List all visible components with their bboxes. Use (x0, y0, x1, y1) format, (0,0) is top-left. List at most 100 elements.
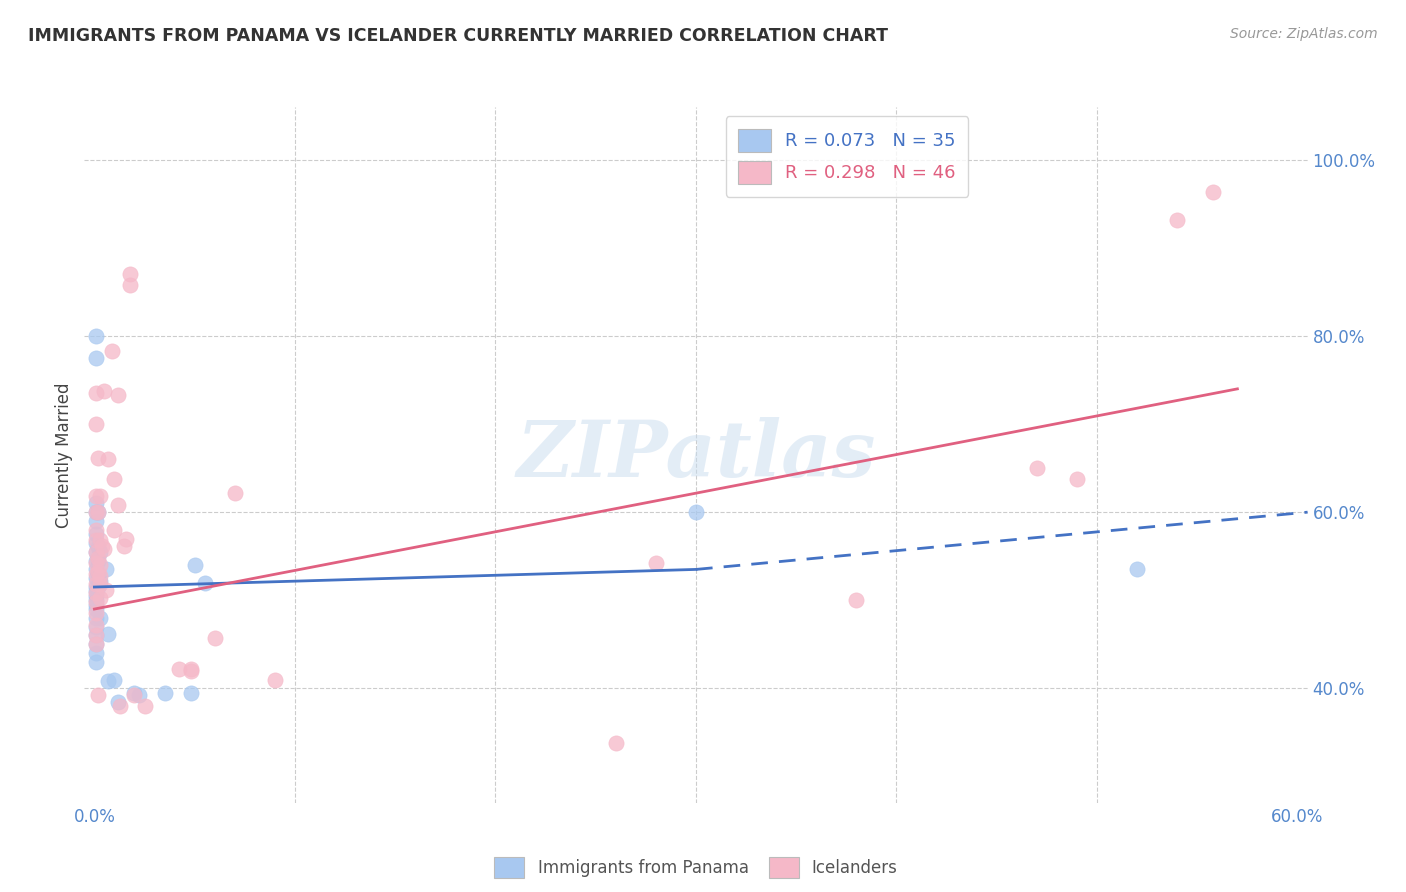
Text: ZIPatlas: ZIPatlas (516, 417, 876, 493)
Point (87, 551, 110, 566)
Point (87, 450, 110, 465)
Point (1126, 562, 1149, 576)
Point (224, 485, 246, 500)
Point (180, 664, 202, 678)
Point (86, 577, 108, 591)
Point (1202, 186, 1225, 200)
Point (107, 694, 129, 708)
Point (1025, 461, 1047, 475)
Point (86, 607, 108, 621)
Point (86, 527, 108, 541)
Point (194, 575, 217, 590)
Point (110, 698, 132, 713)
Y-axis label: Currently Married: Currently Married (55, 382, 73, 528)
Point (845, 593, 868, 607)
Legend: Immigrants from Panama, Icelanders: Immigrants from Panama, Icelanders (488, 850, 904, 885)
Point (86, 386, 108, 401)
Point (97, 626, 120, 640)
Point (87, 566, 110, 581)
Point (86, 489, 108, 503)
Point (91, 539, 114, 553)
Point (87, 689, 110, 703)
Point (101, 343, 124, 358)
Point (86, 637, 108, 651)
Point (263, 673, 285, 687)
Point (128, 689, 150, 703)
Point (86, 611, 108, 625)
Point (86, 618, 108, 632)
Point (107, 498, 129, 512)
Point (180, 686, 202, 700)
Point (86, 351, 108, 365)
Point (87, 565, 110, 579)
Point (93, 542, 115, 557)
Point (86, 598, 108, 612)
Point (87, 505, 110, 519)
Point (86, 571, 108, 585)
Point (87, 505, 110, 519)
Point (120, 277, 142, 292)
Point (87, 580, 110, 594)
Point (89, 533, 111, 548)
Point (86, 556, 108, 570)
Point (89, 577, 111, 591)
Point (86, 602, 108, 616)
Point (204, 631, 226, 645)
Point (86, 505, 108, 519)
Text: IMMIGRANTS FROM PANAMA VS ICELANDER CURRENTLY MARRIED CORRELATION CHART: IMMIGRANTS FROM PANAMA VS ICELANDER CURR… (28, 27, 889, 45)
Point (86, 637, 108, 651)
Point (103, 523, 125, 537)
Point (103, 472, 125, 486)
Point (89, 568, 111, 582)
Point (86, 628, 108, 642)
Point (86, 562, 108, 576)
Point (86, 580, 108, 594)
Point (97, 452, 120, 467)
Point (86, 536, 108, 550)
Point (86, 628, 108, 642)
Point (86, 620, 108, 634)
Point (180, 662, 202, 676)
Point (86, 545, 108, 559)
Point (86, 646, 108, 660)
Point (86, 533, 108, 548)
Point (120, 268, 142, 282)
Point (86, 566, 108, 581)
Point (86, 523, 108, 537)
Point (86, 586, 108, 600)
Point (93, 384, 115, 398)
Point (685, 505, 707, 519)
Point (87, 553, 110, 567)
Point (86, 584, 108, 599)
Text: Source: ZipAtlas.com: Source: ZipAtlas.com (1230, 27, 1378, 41)
Point (107, 388, 129, 402)
Point (1066, 472, 1088, 486)
Point (183, 558, 205, 572)
Point (86, 417, 108, 431)
Point (89, 545, 111, 559)
Point (96, 582, 118, 597)
Point (86, 655, 108, 669)
Point (89, 558, 111, 572)
Point (97, 674, 120, 689)
Point (1166, 212, 1188, 227)
Point (644, 556, 666, 570)
Point (86, 545, 108, 559)
Point (86, 514, 108, 528)
Point (124, 686, 146, 700)
Point (89, 611, 111, 625)
Point (124, 689, 146, 703)
Point (605, 736, 627, 750)
Point (153, 686, 176, 700)
Point (103, 673, 125, 687)
Point (89, 591, 111, 606)
Point (114, 539, 136, 553)
Point (89, 574, 111, 588)
Point (86, 329, 108, 343)
Point (86, 595, 108, 609)
Point (89, 489, 111, 503)
Point (86, 593, 108, 607)
Point (87, 541, 110, 555)
Point (86, 589, 108, 603)
Point (86, 505, 108, 519)
